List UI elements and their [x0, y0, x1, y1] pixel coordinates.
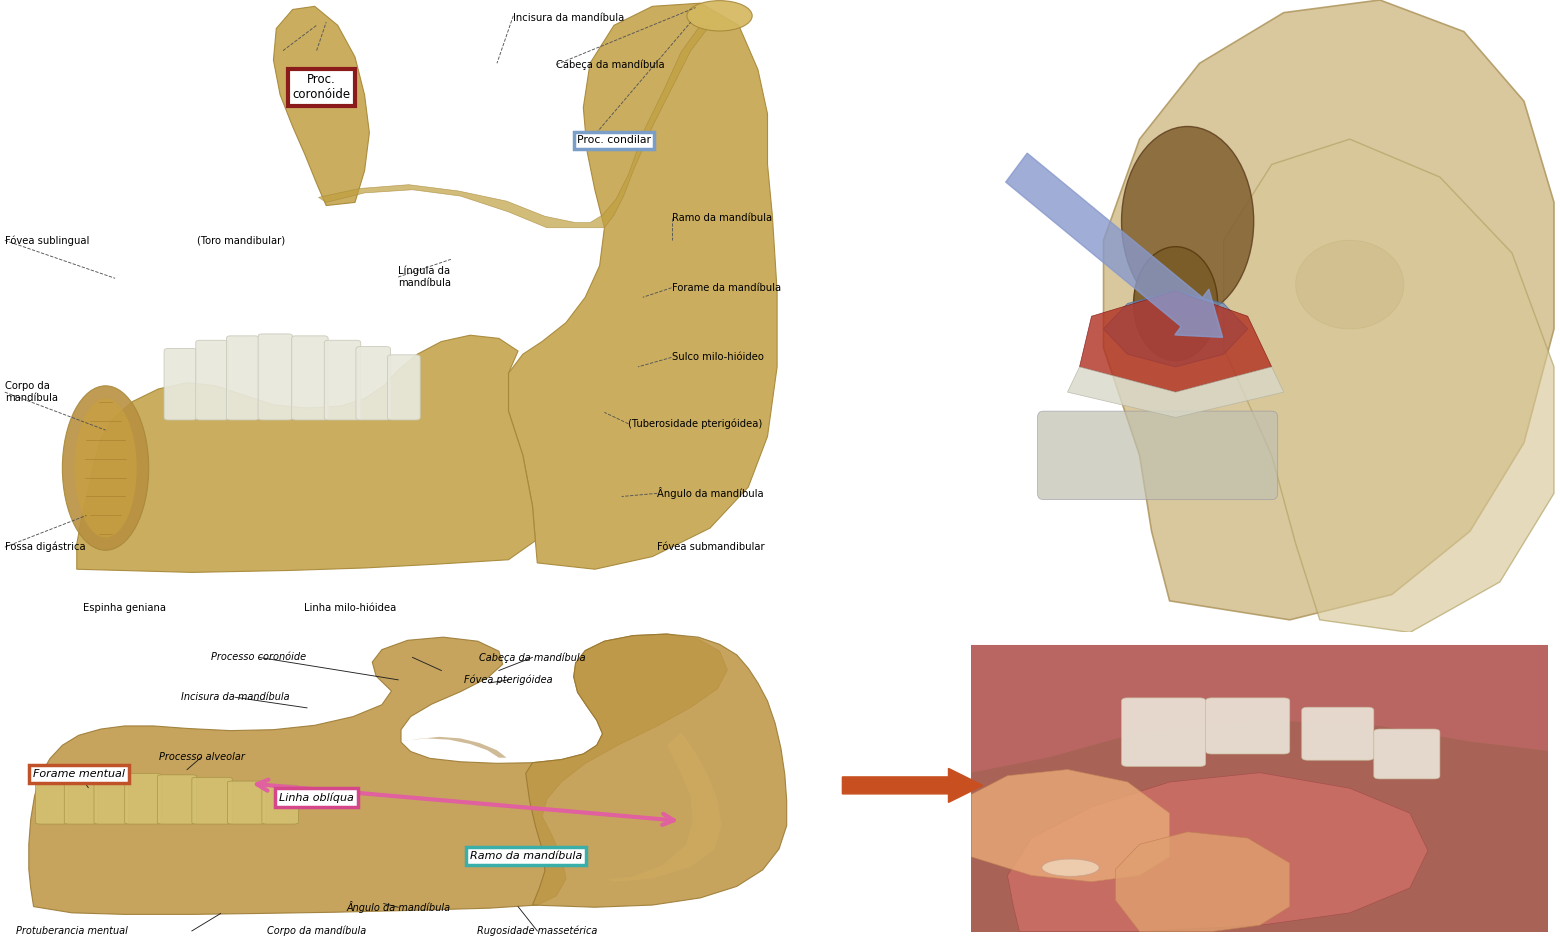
- Polygon shape: [972, 645, 1548, 932]
- Text: Incisura da mandíbula: Incisura da mandíbula: [181, 692, 289, 702]
- Polygon shape: [1008, 772, 1427, 932]
- Polygon shape: [28, 634, 727, 915]
- Polygon shape: [972, 769, 1170, 882]
- FancyArrow shape: [1006, 153, 1223, 337]
- FancyBboxPatch shape: [292, 336, 328, 420]
- Polygon shape: [1103, 0, 1554, 620]
- Polygon shape: [1103, 291, 1248, 367]
- FancyBboxPatch shape: [94, 775, 128, 824]
- Text: Proc. condilar: Proc. condilar: [577, 135, 651, 145]
- FancyBboxPatch shape: [164, 348, 197, 420]
- Text: Ramo da mandíbula: Ramo da mandíbula: [470, 851, 582, 861]
- FancyBboxPatch shape: [1301, 707, 1374, 760]
- Polygon shape: [318, 25, 710, 228]
- FancyBboxPatch shape: [64, 778, 98, 824]
- Polygon shape: [398, 737, 507, 758]
- FancyBboxPatch shape: [158, 775, 197, 824]
- Text: Cabeça da mandíbula: Cabeça da mandíbula: [557, 59, 665, 70]
- FancyBboxPatch shape: [1206, 698, 1290, 754]
- Text: Espinha geniana: Espinha geniana: [83, 603, 167, 614]
- Text: (Toro mandibular): (Toro mandibular): [197, 235, 285, 245]
- Text: Proc.
coronóide: Proc. coronóide: [292, 74, 351, 101]
- Text: Fóvea submandibular: Fóvea submandibular: [657, 542, 764, 552]
- Text: Forame da mandíbula: Forame da mandíbula: [671, 283, 780, 293]
- Ellipse shape: [75, 398, 137, 537]
- Text: Fóvea sublingual: Fóvea sublingual: [5, 235, 89, 245]
- Polygon shape: [76, 335, 535, 572]
- Text: Sulco milo-hióideo: Sulco milo-hióideo: [671, 352, 763, 362]
- Polygon shape: [972, 645, 1548, 772]
- Text: Cabeça da mandíbula: Cabeça da mandíbula: [479, 652, 585, 663]
- FancyBboxPatch shape: [387, 355, 420, 420]
- Polygon shape: [1080, 291, 1271, 392]
- Polygon shape: [607, 733, 721, 882]
- Text: Linha oblíqua: Linha oblíqua: [279, 792, 354, 802]
- FancyBboxPatch shape: [262, 785, 298, 824]
- Ellipse shape: [1296, 241, 1404, 329]
- FancyBboxPatch shape: [1122, 698, 1206, 767]
- Text: (Tuberosidade pterigóidea): (Tuberosidade pterigóidea): [629, 418, 763, 429]
- Polygon shape: [1067, 367, 1284, 417]
- FancyBboxPatch shape: [257, 334, 293, 420]
- Text: Processo alveolar: Processo alveolar: [159, 752, 245, 762]
- FancyBboxPatch shape: [1037, 412, 1278, 499]
- Text: Rugosidade massetérica: Rugosidade massetérica: [477, 926, 597, 936]
- Polygon shape: [1115, 832, 1290, 932]
- Ellipse shape: [1122, 126, 1254, 316]
- Text: Corpo da
mandíbula: Corpo da mandíbula: [5, 381, 58, 403]
- FancyBboxPatch shape: [356, 346, 390, 420]
- Text: Ângulo da mandíbula: Ângulo da mandíbula: [346, 902, 451, 913]
- Ellipse shape: [1042, 859, 1100, 876]
- FancyBboxPatch shape: [1374, 729, 1440, 779]
- Text: Língula da
mandíbula: Língula da mandíbula: [398, 266, 451, 288]
- FancyBboxPatch shape: [192, 777, 232, 824]
- FancyBboxPatch shape: [226, 336, 259, 420]
- Text: Corpo da mandíbula: Corpo da mandíbula: [267, 926, 367, 936]
- Text: Ramo da mandíbula: Ramo da mandíbula: [671, 213, 772, 223]
- Text: Fóvea pterigóidea: Fóvea pterigóidea: [465, 675, 552, 685]
- Polygon shape: [1223, 139, 1554, 632]
- FancyBboxPatch shape: [324, 340, 360, 420]
- Text: Protuberancia mentual: Protuberancia mentual: [16, 926, 128, 936]
- Text: Processo coronóide: Processo coronóide: [212, 652, 307, 663]
- Ellipse shape: [62, 386, 148, 550]
- Polygon shape: [273, 7, 370, 206]
- Text: Fossa digástrica: Fossa digástrica: [5, 542, 86, 552]
- Polygon shape: [526, 634, 786, 907]
- Ellipse shape: [686, 1, 752, 31]
- FancyBboxPatch shape: [228, 781, 265, 824]
- FancyBboxPatch shape: [36, 784, 69, 824]
- FancyBboxPatch shape: [195, 340, 228, 420]
- Text: Incisura da mandíbula: Incisura da mandíbula: [513, 12, 624, 23]
- Text: Ângulo da mandíbula: Ângulo da mandíbula: [657, 487, 764, 499]
- Text: Forame mentual: Forame mentual: [33, 769, 125, 779]
- Polygon shape: [509, 3, 777, 569]
- Text: Linha milo-hióidea: Linha milo-hióidea: [304, 603, 396, 614]
- Ellipse shape: [1134, 246, 1218, 361]
- FancyBboxPatch shape: [125, 773, 161, 824]
